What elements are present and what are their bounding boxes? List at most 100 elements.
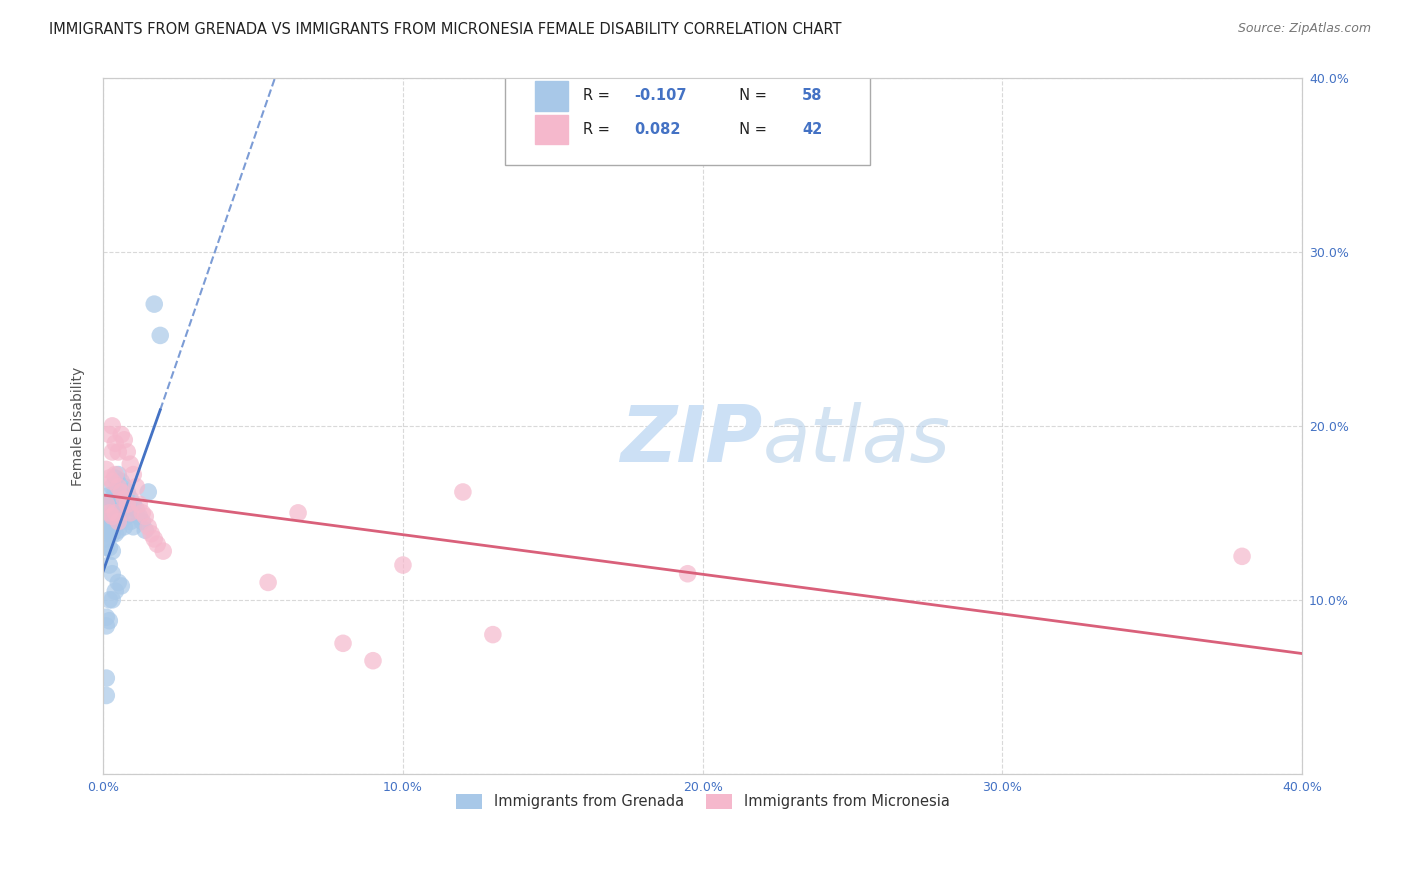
Point: [128, 497, 150, 511]
Point: [98, 488, 121, 502]
Text: ZIP: ZIP: [620, 401, 762, 478]
Point: [128, 509, 150, 524]
Point: [125, 502, 148, 516]
Point: [117, 485, 139, 500]
Point: [98, 497, 121, 511]
Point: [110, 485, 132, 500]
Point: [117, 497, 139, 511]
Point: [104, 515, 127, 529]
Point: [101, 592, 124, 607]
Point: [96, 541, 118, 555]
Point: [482, 627, 505, 641]
Y-axis label: Female Disability: Female Disability: [72, 367, 86, 485]
Point: [96, 532, 118, 546]
Point: [104, 584, 127, 599]
Text: 58: 58: [803, 88, 823, 103]
Point: [107, 575, 129, 590]
Point: [101, 566, 124, 581]
Point: [96, 689, 118, 703]
FancyBboxPatch shape: [534, 81, 568, 111]
Text: R =: R =: [582, 88, 614, 103]
Point: [107, 467, 129, 482]
Point: [122, 497, 145, 511]
Point: [104, 506, 127, 520]
Point: [146, 537, 169, 551]
Point: [104, 485, 127, 500]
Point: [101, 506, 124, 520]
Point: [136, 485, 159, 500]
FancyBboxPatch shape: [534, 115, 568, 145]
Point: [101, 475, 124, 489]
Point: [112, 520, 135, 534]
Point: [134, 509, 156, 524]
Point: [101, 445, 124, 459]
Point: [149, 328, 172, 343]
Point: [98, 471, 121, 485]
Point: [98, 592, 121, 607]
Point: [361, 654, 384, 668]
Point: [451, 485, 474, 500]
Point: [676, 566, 699, 581]
Point: [101, 515, 124, 529]
Point: [96, 619, 118, 633]
Point: [107, 445, 129, 459]
Point: [112, 480, 135, 494]
Point: [104, 471, 127, 485]
Point: [104, 497, 127, 511]
Point: [112, 502, 135, 516]
Text: N =: N =: [730, 122, 772, 137]
Point: [98, 427, 121, 442]
Point: [104, 467, 127, 482]
Point: [143, 297, 166, 311]
Point: [96, 497, 118, 511]
Point: [110, 427, 132, 442]
FancyBboxPatch shape: [505, 75, 870, 165]
Point: [110, 497, 132, 511]
Point: [110, 579, 132, 593]
Legend: Immigrants from Grenada, Immigrants from Micronesia: Immigrants from Grenada, Immigrants from…: [450, 789, 955, 815]
Text: 0.082: 0.082: [634, 122, 681, 137]
Point: [1230, 549, 1253, 564]
Text: Source: ZipAtlas.com: Source: ZipAtlas.com: [1237, 22, 1371, 36]
Point: [107, 488, 129, 502]
Text: -0.107: -0.107: [634, 88, 686, 103]
Point: [101, 480, 124, 494]
Point: [131, 515, 153, 529]
Point: [287, 506, 309, 520]
Point: [112, 433, 135, 447]
Point: [96, 610, 118, 624]
Point: [125, 480, 148, 494]
Point: [117, 509, 139, 524]
Point: [96, 462, 118, 476]
Point: [98, 509, 121, 524]
Point: [392, 558, 415, 572]
Point: [101, 509, 124, 524]
Text: N =: N =: [730, 88, 772, 103]
Point: [107, 480, 129, 494]
Point: [110, 515, 132, 529]
Point: [101, 418, 124, 433]
Point: [110, 475, 132, 489]
Point: [107, 506, 129, 520]
Point: [143, 532, 166, 546]
Point: [96, 671, 118, 685]
Point: [120, 506, 142, 520]
Text: IMMIGRANTS FROM GRENADA VS IMMIGRANTS FROM MICRONESIA FEMALE DISABILITY CORRELAT: IMMIGRANTS FROM GRENADA VS IMMIGRANTS FR…: [49, 22, 842, 37]
Point: [101, 491, 124, 506]
Point: [96, 515, 118, 529]
Point: [117, 445, 139, 459]
Point: [98, 558, 121, 572]
Point: [98, 518, 121, 533]
Point: [136, 520, 159, 534]
Text: atlas: atlas: [762, 401, 950, 478]
Point: [96, 497, 118, 511]
Point: [101, 526, 124, 541]
Point: [98, 526, 121, 541]
Text: 42: 42: [803, 122, 823, 137]
Point: [141, 526, 163, 541]
Point: [257, 575, 280, 590]
Point: [152, 544, 174, 558]
Point: [122, 520, 145, 534]
Point: [96, 523, 118, 537]
Point: [104, 436, 127, 450]
